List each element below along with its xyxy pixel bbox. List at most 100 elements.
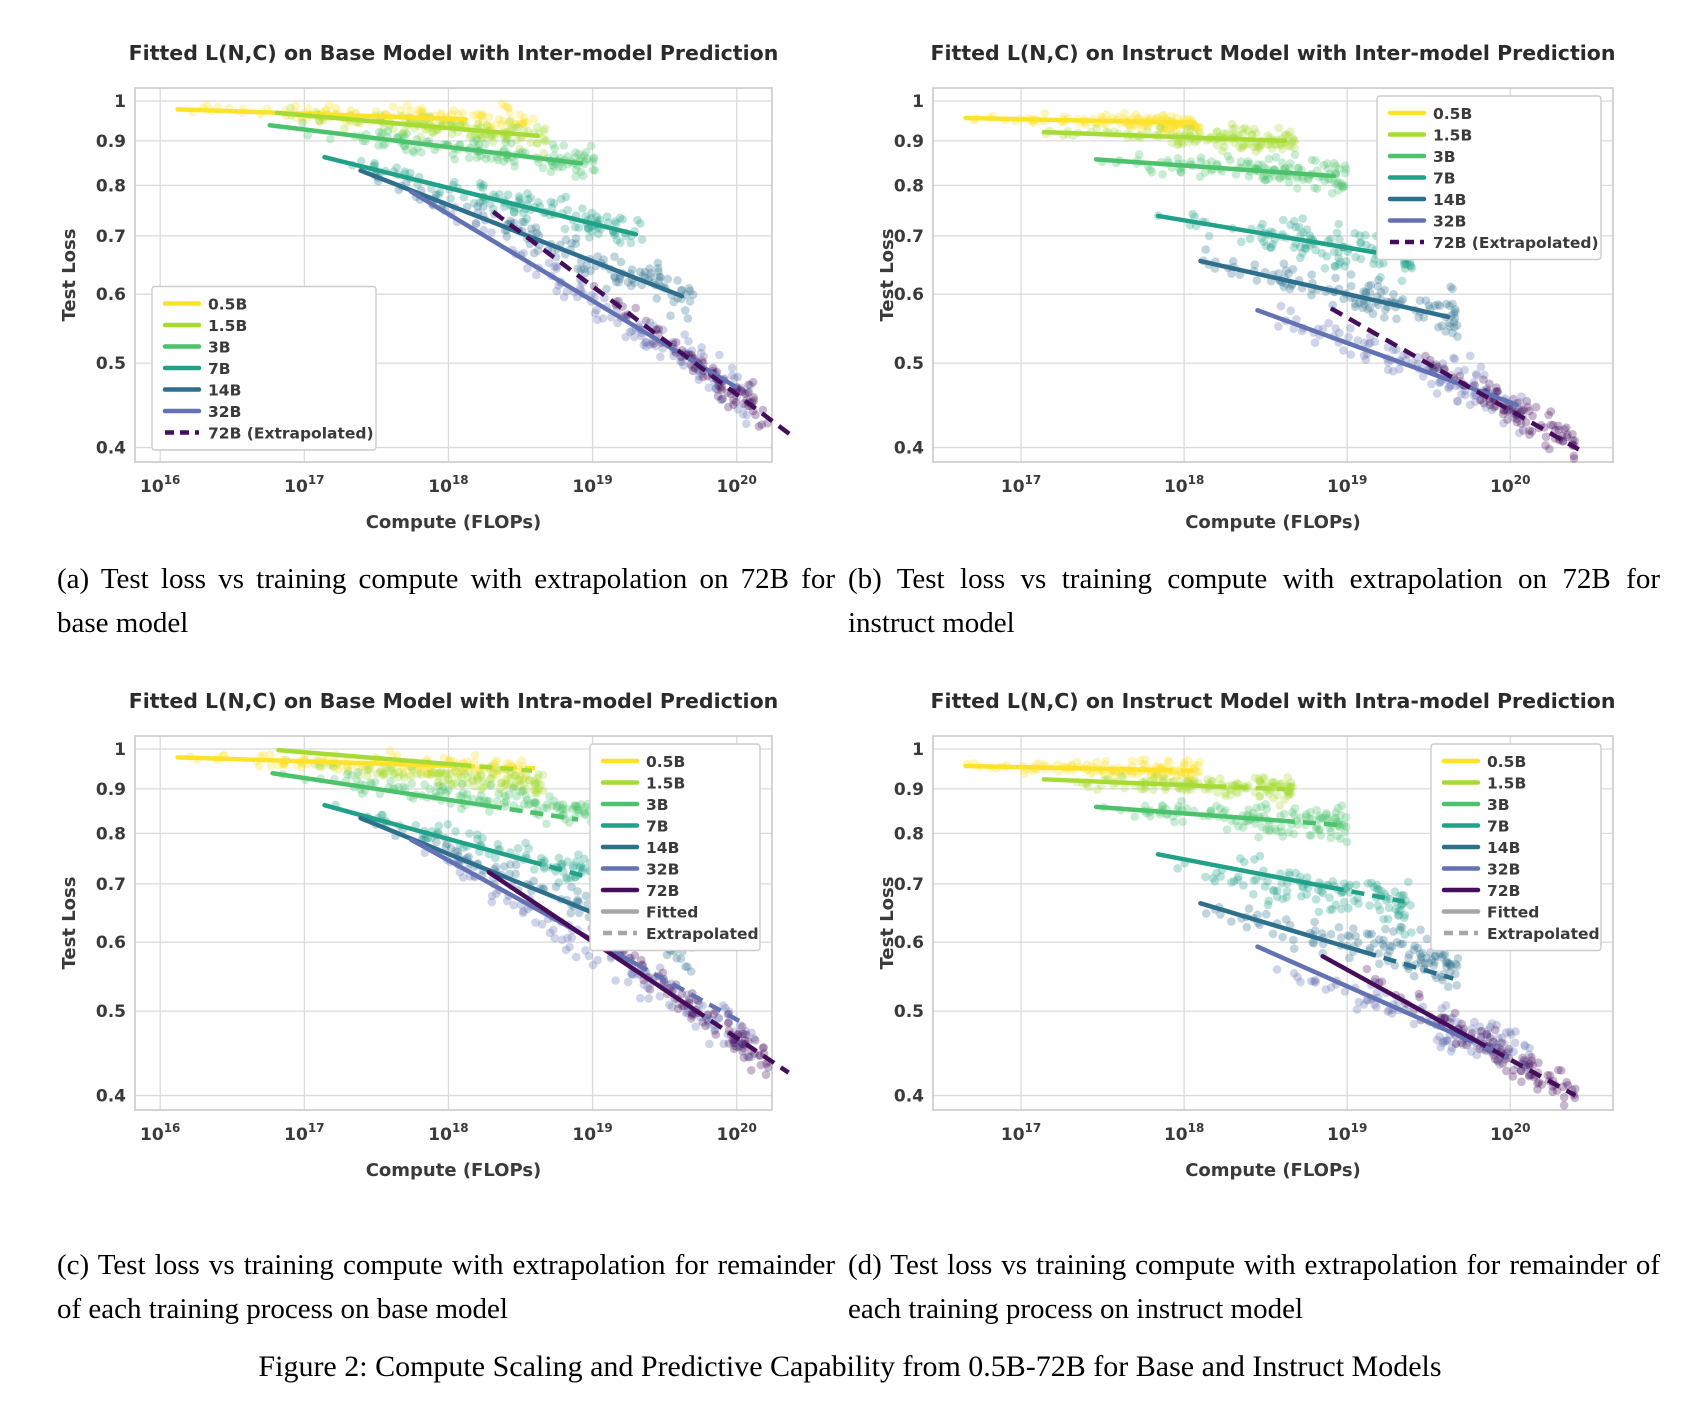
svg-text:0.5: 0.5 bbox=[894, 354, 924, 374]
svg-text:0.9: 0.9 bbox=[96, 132, 126, 152]
svg-text:1: 1 bbox=[912, 92, 924, 112]
svg-text:14B: 14B bbox=[1433, 191, 1466, 209]
svg-text:32B: 32B bbox=[208, 403, 241, 421]
svg-text:7B: 7B bbox=[646, 818, 669, 836]
svg-text:1017: 1017 bbox=[284, 1121, 324, 1145]
svg-text:1: 1 bbox=[114, 92, 126, 112]
chart-d-container: Fitted L(N,C) on Instruct Model with Int… bbox=[853, 668, 1683, 1213]
svg-text:0.8: 0.8 bbox=[96, 176, 126, 196]
scatter-layer bbox=[962, 755, 1580, 1110]
svg-text:0.8: 0.8 bbox=[894, 824, 924, 844]
svg-text:3B: 3B bbox=[208, 339, 231, 357]
svg-text:72B (Extrapolated): 72B (Extrapolated) bbox=[1433, 234, 1599, 252]
svg-text:Fitted L(N,C) on Instruct Mode: Fitted L(N,C) on Instruct Model with Int… bbox=[931, 689, 1616, 713]
svg-text:7B: 7B bbox=[1433, 170, 1456, 188]
svg-text:Fitted L(N,C) on Base Model wi: Fitted L(N,C) on Base Model with Intra-m… bbox=[129, 689, 779, 713]
svg-text:32B: 32B bbox=[1487, 861, 1520, 879]
legend: 0.5B 1.5B 3B 7B 14B 32B 72B Fitted Extrapolated bbox=[589, 743, 761, 952]
svg-text:0.5B: 0.5B bbox=[646, 753, 685, 771]
svg-text:3B: 3B bbox=[1433, 148, 1456, 166]
svg-text:1018: 1018 bbox=[1164, 473, 1204, 497]
svg-text:Test Loss: Test Loss bbox=[877, 877, 898, 970]
svg-text:0.5B: 0.5B bbox=[1433, 105, 1472, 123]
svg-text:3B: 3B bbox=[1487, 796, 1510, 814]
svg-text:1019: 1019 bbox=[572, 473, 612, 497]
caption-b: (b) Test loss vs training compute with e… bbox=[848, 563, 1660, 639]
svg-text:Extrapolated: Extrapolated bbox=[1487, 925, 1600, 943]
svg-text:0.9: 0.9 bbox=[894, 780, 924, 800]
svg-text:Extrapolated: Extrapolated bbox=[646, 925, 759, 943]
svg-text:Compute (FLOPs): Compute (FLOPs) bbox=[1185, 512, 1361, 533]
legend: 0.5B 1.5B 3B 7B 14B 32B 72B (Extrapolated) bbox=[1376, 95, 1602, 261]
svg-text:Test Loss: Test Loss bbox=[59, 877, 80, 970]
chart-a-container: Fitted L(N,C) on Base Model with Inter-m… bbox=[35, 20, 865, 565]
svg-text:0.6: 0.6 bbox=[894, 285, 924, 305]
svg-text:0.5B: 0.5B bbox=[208, 296, 247, 314]
svg-text:14B: 14B bbox=[646, 839, 679, 857]
svg-text:0.7: 0.7 bbox=[96, 875, 126, 895]
svg-text:0.6: 0.6 bbox=[96, 285, 126, 305]
svg-text:72B: 72B bbox=[1487, 882, 1520, 900]
svg-text:Fitted L(N,C) on Instruct Mode: Fitted L(N,C) on Instruct Model with Int… bbox=[931, 41, 1616, 65]
svg-text:Test Loss: Test Loss bbox=[877, 229, 898, 322]
svg-text:14B: 14B bbox=[1487, 839, 1520, 857]
svg-text:1018: 1018 bbox=[428, 1121, 468, 1145]
svg-text:1017: 1017 bbox=[1001, 1121, 1041, 1145]
svg-text:0.4: 0.4 bbox=[894, 439, 924, 459]
chart-base-inter-model: Fitted L(N,C) on Base Model with Inter-m… bbox=[59, 41, 793, 533]
svg-text:1018: 1018 bbox=[428, 473, 468, 497]
chart-instruct-inter-model: Fitted L(N,C) on Instruct Model with Int… bbox=[877, 41, 1616, 533]
svg-text:1.5B: 1.5B bbox=[1433, 127, 1472, 145]
chart-b-container: Fitted L(N,C) on Instruct Model with Int… bbox=[853, 20, 1683, 565]
svg-text:1020: 1020 bbox=[1490, 1121, 1530, 1145]
caption-d: (d) Test loss vs training compute with e… bbox=[848, 1249, 1660, 1325]
svg-text:1016: 1016 bbox=[140, 473, 180, 497]
svg-text:7B: 7B bbox=[208, 360, 231, 378]
svg-text:0.7: 0.7 bbox=[894, 227, 924, 247]
svg-text:Fitted L(N,C) on Base Model wi: Fitted L(N,C) on Base Model with Inter-m… bbox=[129, 41, 779, 65]
svg-text:0.9: 0.9 bbox=[96, 780, 126, 800]
svg-text:0.7: 0.7 bbox=[894, 875, 924, 895]
svg-text:0.9: 0.9 bbox=[894, 132, 924, 152]
svg-text:0.4: 0.4 bbox=[894, 1087, 924, 1107]
legend: 0.5B 1.5B 3B 7B 14B 32B 72B Fitted Extrapolated bbox=[1430, 743, 1602, 952]
svg-text:1019: 1019 bbox=[572, 1121, 612, 1145]
caption-a: (a) Test loss vs training compute with e… bbox=[57, 563, 835, 639]
svg-text:0.8: 0.8 bbox=[894, 176, 924, 196]
svg-text:0.8: 0.8 bbox=[96, 824, 126, 844]
svg-text:1017: 1017 bbox=[284, 473, 324, 497]
svg-text:0.5B: 0.5B bbox=[1487, 753, 1526, 771]
svg-text:72B: 72B bbox=[646, 882, 679, 900]
svg-text:1: 1 bbox=[912, 740, 924, 760]
svg-text:1019: 1019 bbox=[1327, 1121, 1367, 1145]
svg-text:0.5: 0.5 bbox=[96, 1002, 126, 1022]
svg-text:1017: 1017 bbox=[1001, 473, 1041, 497]
svg-text:0.6: 0.6 bbox=[96, 933, 126, 953]
caption-c: (c) Test loss vs training compute with e… bbox=[57, 1249, 835, 1325]
legend: 0.5B 1.5B 3B 7B 14B 32B 72B (Extrapolated) bbox=[151, 285, 377, 451]
svg-text:1020: 1020 bbox=[717, 1121, 757, 1145]
svg-text:0.5: 0.5 bbox=[894, 1002, 924, 1022]
svg-text:1: 1 bbox=[114, 740, 126, 760]
svg-text:0.4: 0.4 bbox=[96, 439, 126, 459]
svg-text:Fitted: Fitted bbox=[646, 904, 698, 922]
svg-text:0.5: 0.5 bbox=[96, 354, 126, 374]
svg-text:Compute (FLOPs): Compute (FLOPs) bbox=[366, 512, 542, 533]
chart-base-intra-model: Fitted L(N,C) on Base Model with Intra-m… bbox=[59, 689, 790, 1181]
svg-text:1016: 1016 bbox=[140, 1121, 180, 1145]
svg-text:1019: 1019 bbox=[1327, 473, 1367, 497]
chart-c-container: Fitted L(N,C) on Base Model with Intra-m… bbox=[35, 668, 865, 1213]
svg-text:3B: 3B bbox=[646, 796, 669, 814]
chart-instruct-intra-model: Fitted L(N,C) on Instruct Model with Int… bbox=[877, 689, 1616, 1181]
svg-text:32B: 32B bbox=[646, 861, 679, 879]
svg-text:1.5B: 1.5B bbox=[208, 317, 247, 335]
figure-caption: Figure 2: Compute Scaling and Predictive… bbox=[258, 1350, 1442, 1383]
svg-text:14B: 14B bbox=[208, 382, 241, 400]
svg-text:7B: 7B bbox=[1487, 818, 1510, 836]
svg-text:0.7: 0.7 bbox=[96, 227, 126, 247]
svg-text:1.5B: 1.5B bbox=[646, 775, 685, 793]
svg-text:1018: 1018 bbox=[1164, 1121, 1204, 1145]
svg-text:Compute (FLOPs): Compute (FLOPs) bbox=[366, 1160, 542, 1181]
svg-text:0.6: 0.6 bbox=[894, 933, 924, 953]
